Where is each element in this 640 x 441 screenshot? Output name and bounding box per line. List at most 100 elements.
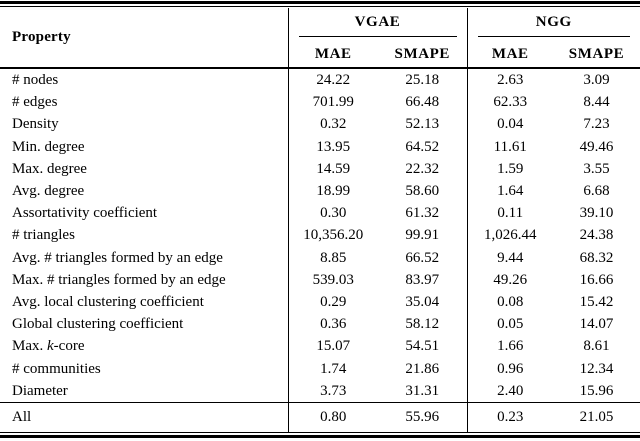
property-label-part: # edges (12, 94, 58, 111)
table-row: # edges 701.99 66.48 62.33 8.44 (0, 91, 640, 114)
value-cell: 0.23 (466, 402, 553, 433)
property-cell: Avg. # triangles formed by an edge (0, 247, 288, 269)
value-cell: 66.52 (405, 249, 440, 266)
value-cell: 8.44 (583, 94, 610, 111)
property-cell: Diameter (0, 380, 288, 403)
value-cell: 14.07 (579, 316, 614, 333)
value-cell: 0.08 (466, 291, 553, 314)
table-row: Density 0.32 52.13 0.04 7.23 (0, 113, 640, 136)
property-cell: Min. degree (0, 136, 288, 158)
value-cell: 24.38 (579, 227, 614, 244)
value-cell: 0.04 (466, 113, 553, 136)
value-cell: 52.13 (405, 116, 440, 133)
column-header-ngg-smape: SMAPE (553, 42, 640, 69)
table-row: # triangles 10,356.20 99.91 1,026.44 24.38 (0, 224, 640, 247)
metric-header-row: MAE SMAPE MAE SMAPE (0, 42, 640, 69)
property-label-part: Avg. degree (12, 183, 85, 200)
value-cell: 66.48 (405, 94, 440, 111)
value-cell: 21.86 (405, 360, 440, 377)
value-cell: 62.33 (466, 91, 553, 114)
value-cell: 0.36 (287, 313, 378, 336)
value-cell: 0.05 (466, 313, 553, 336)
table-row: Min. degree 13.95 64.52 11.61 49.46 (0, 135, 640, 158)
property-cell: # triangles (0, 224, 288, 246)
property-label-part: Global clustering coefficient (12, 316, 184, 333)
value-cell: 83.97 (405, 271, 440, 288)
value-cell: 2.40 (466, 379, 553, 403)
value-cell: 18.99 (287, 180, 378, 203)
table-row: Avg. degree 18.99 58.60 1.64 6.68 (0, 180, 640, 203)
property-label-part: # nodes (12, 72, 59, 88)
property-cell: All (0, 402, 288, 433)
summary-row: All 0.80 55.96 0.23 21.05 (0, 402, 640, 433)
property-label-part: Min. degree (12, 138, 85, 155)
value-cell: 6.68 (583, 183, 610, 200)
value-cell: 99.91 (405, 227, 440, 244)
value-cell: 1,026.44 (466, 224, 553, 247)
vgae-cmidrule-cell (287, 36, 467, 42)
value-cell: 8.61 (583, 338, 610, 355)
table-row: Avg. local clustering coefficient 0.29 35.… (0, 291, 640, 314)
value-cell: 3.73 (287, 379, 378, 403)
value-cell: 10,356.20 (287, 224, 378, 247)
column-header-property: Property (0, 8, 288, 69)
value-cell: 9.44 (466, 246, 553, 269)
table-row: Assortativity coefficient 0.30 61.32 0.11 39… (0, 202, 640, 225)
value-cell: 539.03 (287, 268, 378, 292)
column-header-ngg-mae: MAE (466, 42, 553, 69)
graph-properties-metrics-table: Property VGAE NGG MAE SMAPE MAE SMAPE # … (0, 8, 640, 433)
table-header: Property VGAE NGG MAE SMAPE MAE SMAPE (0, 8, 640, 69)
value-cell: 54.51 (405, 338, 440, 355)
table-row: Max. # triangles formed by an edge 539.03… (0, 268, 640, 292)
value-cell: 0.29 (287, 291, 378, 314)
property-label-part: Avg. # triangles formed by an edge (12, 249, 223, 266)
property-label-part: -core (53, 338, 85, 355)
value-cell: 39.10 (579, 205, 614, 222)
property-cell: Avg. degree (0, 180, 288, 202)
property-label-part: Assortativity coefficient (12, 205, 158, 222)
value-cell: 15.42 (579, 294, 614, 311)
value-cell: 25.18 (405, 72, 440, 88)
group-header-row: Property VGAE NGG (0, 8, 640, 69)
property-cell: Density (0, 113, 288, 135)
property-cell: Max. # triangles formed by an edge (0, 269, 288, 291)
property-cell: Avg. local clustering coefficient (0, 291, 288, 313)
value-cell: 15.07 (287, 335, 378, 358)
value-cell: 58.60 (405, 183, 440, 200)
property-label-part: Density (12, 116, 59, 133)
value-cell: 55.96 (378, 402, 467, 433)
table-row: Max. degree 14.59 22.32 1.59 3.55 (0, 157, 640, 181)
top-rule-thin (0, 6, 640, 7)
value-cell: 24.22 (287, 68, 378, 92)
table-footer: All 0.80 55.96 0.23 21.05 (0, 402, 640, 433)
property-label-part: # communities (12, 360, 101, 377)
bottom-rule-thin (0, 432, 640, 434)
top-rule-thick (0, 1, 640, 4)
table-row: # nodes 24.22 25.18 2.63 3.09 (0, 68, 640, 92)
property-cell: Assortativity coefficient (0, 202, 288, 224)
bottom-rule-thick (0, 435, 640, 439)
value-cell: 1.74 (287, 357, 378, 380)
value-cell: 3.55 (583, 160, 610, 177)
value-cell: 49.26 (466, 268, 553, 292)
property-label-part: Max. # triangles formed by an edge (12, 271, 226, 288)
ngg-underline-rule (477, 36, 630, 37)
value-cell: 0.32 (287, 113, 378, 136)
value-cell: 58.12 (405, 316, 440, 333)
value-cell: 16.66 (579, 271, 614, 288)
value-cell: 68.32 (579, 249, 614, 266)
property-cell: Max. k-core (0, 335, 288, 357)
property-label-part: All (12, 409, 32, 426)
value-cell: 1.66 (466, 335, 553, 358)
value-cell: 12.34 (579, 360, 614, 377)
property-cell: Global clustering coefficient (0, 313, 288, 335)
property-label-part: # triangles (12, 227, 75, 244)
property-cell: # nodes (0, 68, 288, 91)
table-row: Global clustering coefficient 0.36 58.12 0.… (0, 313, 640, 336)
column-header-vgae-smape: SMAPE (378, 42, 467, 69)
value-cell: 11.61 (466, 135, 553, 158)
property-cell: # communities (0, 358, 288, 380)
value-cell: 13.95 (287, 135, 378, 158)
value-cell: 0.30 (287, 202, 378, 225)
